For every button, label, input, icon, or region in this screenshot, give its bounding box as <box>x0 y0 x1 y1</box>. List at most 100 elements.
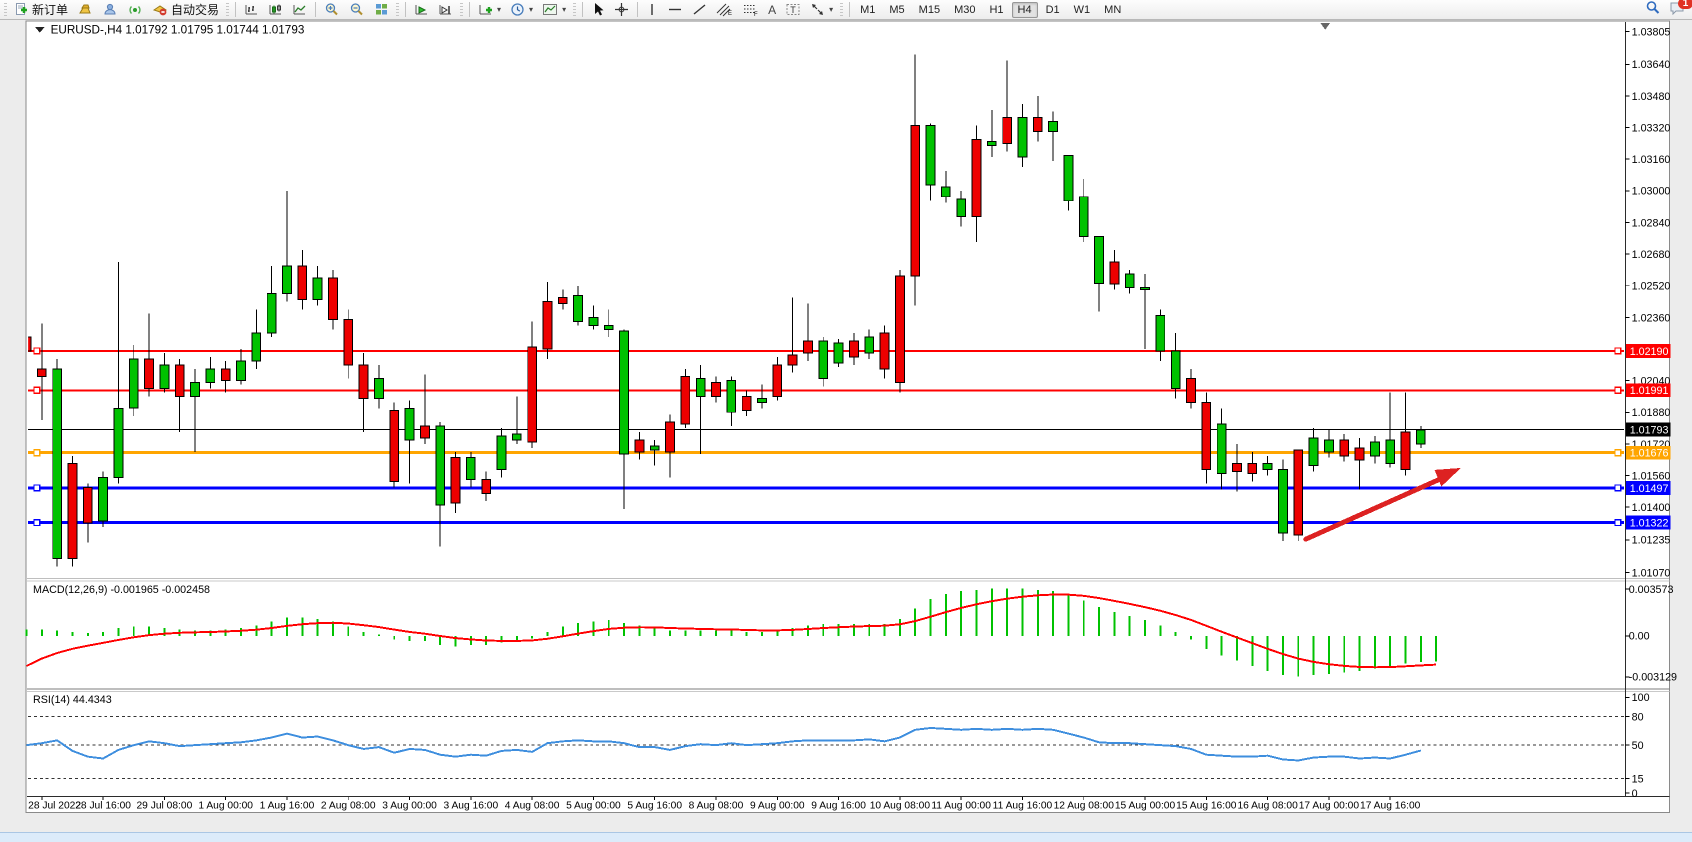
candle-body <box>52 368 63 560</box>
candle-body <box>634 439 645 453</box>
timeframe-button-h4[interactable]: H4 <box>1011 1 1038 18</box>
candle-body <box>419 425 430 439</box>
line-anchor-handle[interactable] <box>1614 386 1622 394</box>
auto-scroll-button[interactable] <box>410 0 433 20</box>
candle-body <box>1354 447 1365 461</box>
chart-shift-button[interactable] <box>434 0 457 20</box>
trendline-tool-button[interactable] <box>688 0 711 20</box>
line-chart-icon <box>292 2 307 17</box>
zoom-in-button[interactable] <box>320 0 344 20</box>
templates-button[interactable]: ▾ <box>538 0 570 20</box>
line-anchor-handle[interactable] <box>1614 347 1622 355</box>
periods-button[interactable]: ▾ <box>506 0 537 20</box>
search-button[interactable] <box>1645 0 1661 21</box>
line-chart-button[interactable] <box>288 0 311 20</box>
timeframe-button-m5[interactable]: M5 <box>889 3 905 16</box>
line-anchor-handle[interactable] <box>33 519 41 527</box>
crosshair-tool-button[interactable] <box>610 0 633 20</box>
macd-panel[interactable]: 0.003573 0.00 -0.003129 <box>25 584 1677 684</box>
line-anchor-handle[interactable] <box>1614 484 1622 492</box>
price-badge <box>1625 422 1671 437</box>
candle-body <box>1293 449 1304 536</box>
candle-body <box>511 433 522 441</box>
candle-body <box>1400 431 1411 471</box>
symbol-collapse-icon[interactable] <box>34 26 45 33</box>
timeframe-button-d1[interactable]: D1 <box>1045 3 1060 16</box>
timeframe-button-w1[interactable]: W1 <box>1073 3 1091 16</box>
candle-body <box>527 346 538 443</box>
equidistant-channel-tool-button[interactable]: E <box>712 0 737 20</box>
price-tick-label: 1.01235 <box>1632 535 1671 547</box>
tile-windows-button[interactable] <box>370 0 393 20</box>
horizontal-line-tool-button[interactable] <box>663 0 687 20</box>
chat-button[interactable]: 1 <box>1669 0 1692 20</box>
candle-body <box>1017 117 1028 158</box>
text-tool-button[interactable]: A <box>764 0 780 20</box>
indicators-button[interactable]: ▾ <box>474 0 505 20</box>
candle-body <box>282 265 292 295</box>
toolbar-separator <box>235 2 237 17</box>
timeframe-button-h1[interactable]: H1 <box>989 3 1004 16</box>
line-anchor-handle[interactable] <box>33 347 41 355</box>
timeframe-button-mn[interactable]: MN <box>1104 3 1122 16</box>
candle-chart-button[interactable] <box>264 0 287 20</box>
line-anchor-handle[interactable] <box>33 386 41 394</box>
trend-arrow-annotation[interactable] <box>1303 467 1461 542</box>
autotrading-button[interactable]: 自动交易 <box>148 0 223 20</box>
arrows-tool-button[interactable]: ▾ <box>806 0 837 20</box>
candle-body <box>971 138 982 218</box>
bar-chart-button[interactable] <box>240 0 263 20</box>
time-tick-label: 28 Jul 16:00 <box>75 801 131 812</box>
dropdown-caret-icon: ▾ <box>829 5 834 14</box>
community-button[interactable] <box>98 0 122 20</box>
trend-arrow-shaft[interactable] <box>1303 474 1448 542</box>
candle-body <box>1278 469 1288 534</box>
macd-tick-label: 0.00 <box>1629 631 1650 643</box>
candle-body <box>864 336 875 354</box>
trend-arrow-head-icon[interactable] <box>1434 467 1461 487</box>
toolbar-right-icons: 1 <box>1645 0 1692 21</box>
clock-icon <box>510 2 525 17</box>
toolbar-grip <box>226 2 230 17</box>
time-tick-label: 4 Aug 08:00 <box>505 801 560 812</box>
line-anchor-handle[interactable] <box>1614 449 1622 457</box>
market-watch-button[interactable] <box>73 0 97 20</box>
crosshair-icon <box>614 2 629 17</box>
text-tool-icon: A <box>768 2 777 17</box>
line-anchor-handle[interactable] <box>33 484 41 492</box>
price-badge-label: 1.02190 <box>1630 346 1669 358</box>
cursor-tool-button[interactable] <box>587 0 609 20</box>
signals-button[interactable] <box>123 0 147 20</box>
price-tick-label: 1.02360 <box>1632 312 1671 324</box>
line-anchor-handle[interactable] <box>33 449 41 457</box>
rsi-level-label: 15 <box>1632 774 1644 786</box>
chart-shift-marker-icon[interactable] <box>1320 22 1331 30</box>
time-tick-label: 1 Aug 16:00 <box>260 801 315 812</box>
text-label-tool-button[interactable]: T <box>781 0 805 20</box>
rsi-panel[interactable]: 100 80 50 15 0 <box>26 692 1650 800</box>
candle-body <box>1094 235 1104 285</box>
candle-body <box>619 330 629 455</box>
cloud-user-icon <box>102 2 118 17</box>
main-chart-panel[interactable] <box>27 21 1624 579</box>
candle-body <box>986 140 997 146</box>
new-order-button[interactable]: 新订单 <box>10 0 72 20</box>
price-badge-label: 1.01991 <box>1630 385 1669 397</box>
horizontal-line-icon <box>667 2 683 17</box>
zoom-out-button[interactable] <box>345 0 369 20</box>
timeframe-button-m15[interactable]: M15 <box>918 3 941 16</box>
template-icon <box>542 2 558 17</box>
line-anchor-handle[interactable] <box>1614 519 1622 527</box>
price-tick-label: 1.03805 <box>1632 27 1671 39</box>
candle-body <box>1201 401 1212 471</box>
timeframe-button-m30[interactable]: M30 <box>954 3 976 16</box>
time-tick-label: 17 Aug 16:00 <box>1360 801 1421 812</box>
candle-body <box>465 457 476 480</box>
timeframe-button-m1[interactable]: M1 <box>860 3 876 16</box>
toolbar-grip <box>4 2 7 17</box>
candle-body <box>757 397 767 403</box>
price-badge <box>1625 445 1671 460</box>
vertical-line-tool-button[interactable] <box>642 0 662 20</box>
fibonacci-tool-button[interactable]: F <box>738 0 763 20</box>
